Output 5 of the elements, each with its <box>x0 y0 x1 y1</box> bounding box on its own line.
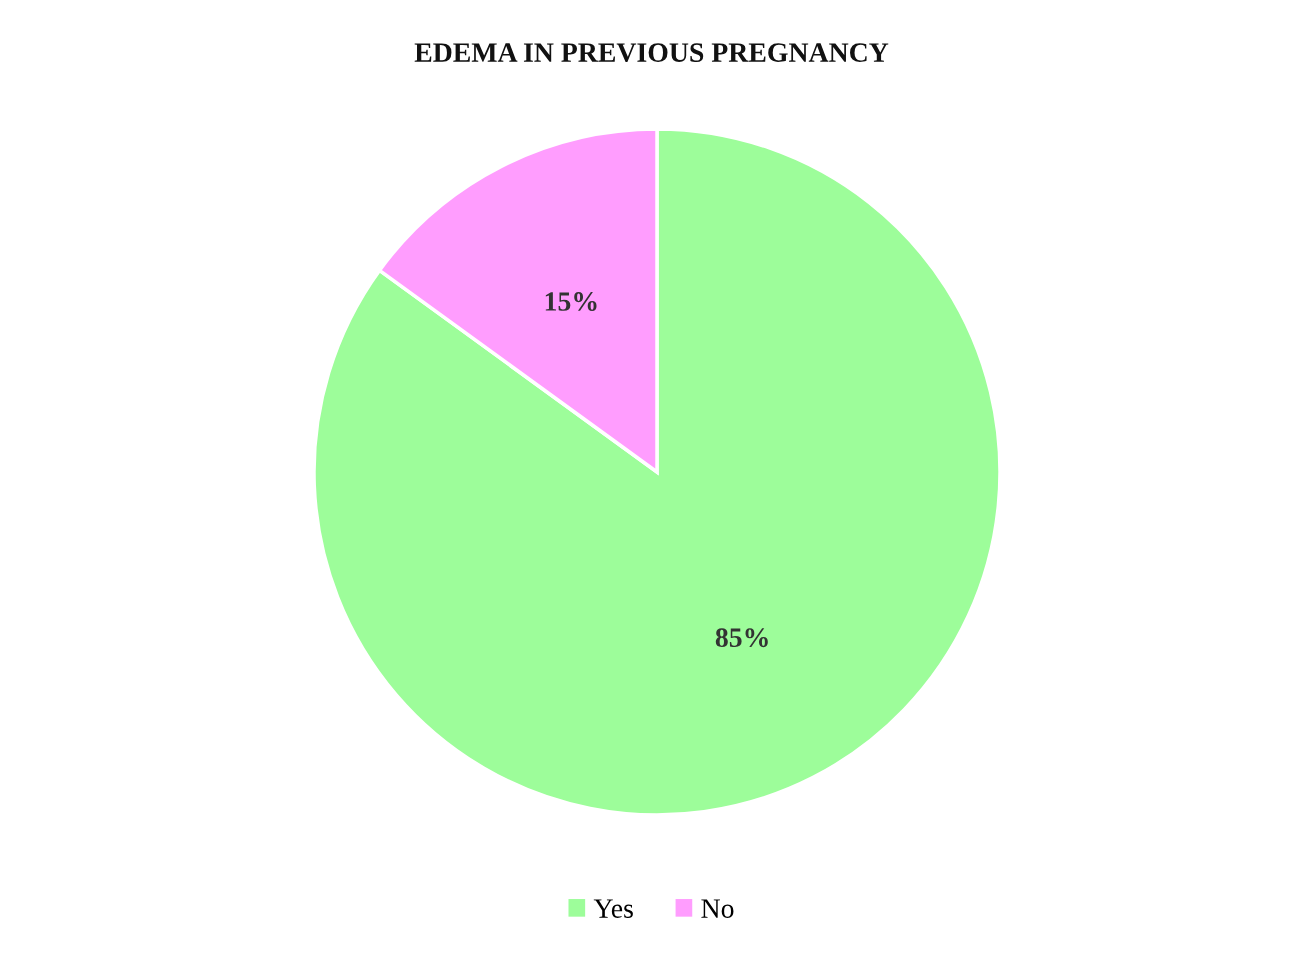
chart-title: EDEMA IN PREVIOUS PREGNANCY <box>414 43 889 63</box>
legend-label: Yes <box>593 899 633 918</box>
data-label: 85% <box>715 628 768 648</box>
data-label: 15% <box>545 292 597 311</box>
legend-label: No <box>701 899 734 918</box>
